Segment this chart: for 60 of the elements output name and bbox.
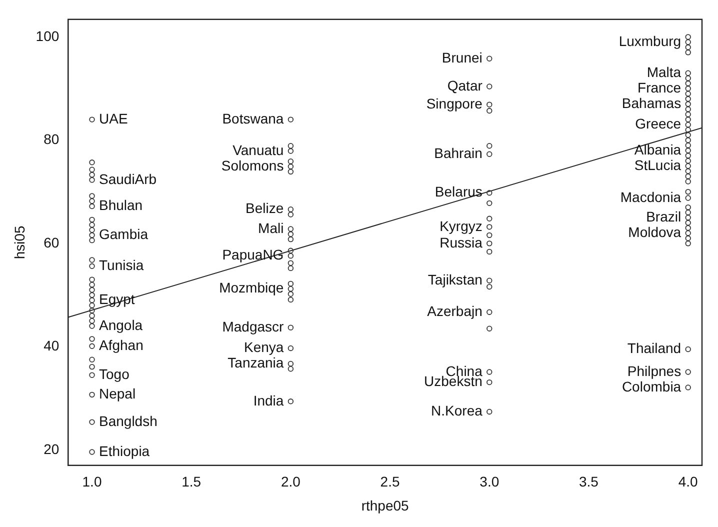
annotation: Luxmburg bbox=[618, 32, 682, 49]
annotation: Tanzania bbox=[228, 354, 284, 371]
annotation: PapuaNG bbox=[222, 246, 284, 263]
annotation: SaudiArb bbox=[99, 170, 157, 187]
annotation: Colombia bbox=[622, 378, 682, 394]
annotation: Philpnes bbox=[627, 362, 682, 379]
annotation: Bangldsh bbox=[99, 412, 158, 429]
x-tick-label: 2.5 bbox=[380, 474, 400, 490]
annotation: Solomons bbox=[221, 157, 284, 174]
annotation: Russia bbox=[440, 234, 483, 250]
annotation: Bahamas bbox=[622, 94, 682, 111]
annotation: StLucia bbox=[634, 156, 682, 173]
annotation: Qatar bbox=[447, 77, 483, 94]
y-tick-label: 60 bbox=[44, 234, 60, 250]
annotation: Tunisia bbox=[99, 257, 144, 274]
annotation: Albania bbox=[634, 141, 682, 158]
annotation: Egypt bbox=[99, 291, 135, 308]
x-axis-title: rthpe05 bbox=[361, 497, 410, 514]
annotation: Azerbajn bbox=[427, 302, 482, 319]
annotation: Moldova bbox=[628, 224, 682, 240]
x-tick-label: 3.5 bbox=[579, 474, 599, 490]
y-tick-label: 80 bbox=[44, 131, 60, 148]
annotation: N.Korea bbox=[431, 402, 483, 419]
annotation: Gambia bbox=[99, 226, 148, 242]
annotation: India bbox=[253, 392, 284, 408]
annotation: Bahrain bbox=[434, 144, 482, 161]
annotation: Bhulan bbox=[99, 197, 143, 214]
annotation: Afghan bbox=[99, 337, 144, 354]
annotation: Togo bbox=[99, 366, 130, 382]
annotation: Kyrgyz bbox=[440, 218, 482, 234]
x-tick-label: 3.0 bbox=[480, 474, 500, 490]
annotation: Thailand bbox=[627, 340, 682, 356]
annotation: Mali bbox=[258, 220, 284, 236]
x-tick-label: 2.0 bbox=[280, 474, 301, 490]
annotation: Mozmbiqe bbox=[219, 280, 284, 296]
annotation: UAE bbox=[99, 110, 128, 126]
y-tick-label: 20 bbox=[44, 440, 60, 457]
annotation: Belarus bbox=[434, 184, 482, 200]
annotation: Botswana bbox=[222, 110, 284, 126]
annotation: Kenya bbox=[244, 339, 284, 356]
x-tick-label: 1.0 bbox=[82, 474, 102, 490]
annotation: Greece bbox=[635, 116, 682, 132]
annotation: Vanuatu bbox=[232, 142, 284, 158]
annotation: Macdonia bbox=[620, 188, 682, 205]
annotation: Ethiopia bbox=[99, 442, 150, 459]
annotation: Singpore bbox=[426, 95, 483, 112]
annotation: Angola bbox=[99, 316, 143, 333]
annotation: France bbox=[638, 79, 682, 96]
y-tick-label: 100 bbox=[36, 28, 60, 44]
annotation: Malta bbox=[646, 64, 682, 80]
annotation: Nepal bbox=[99, 386, 136, 402]
annotation: Madgascr bbox=[222, 318, 284, 334]
x-tick-label: 1.5 bbox=[182, 474, 202, 490]
annotation: Belize bbox=[246, 200, 284, 216]
annotation: Brazil bbox=[646, 208, 682, 224]
y-tick-label: 40 bbox=[44, 338, 60, 354]
y-axis-title: hsi05 bbox=[11, 225, 28, 260]
annotation: Tajikstan bbox=[428, 271, 482, 288]
annotation: Brunei bbox=[442, 49, 482, 66]
x-tick-label: 4.0 bbox=[678, 474, 698, 490]
